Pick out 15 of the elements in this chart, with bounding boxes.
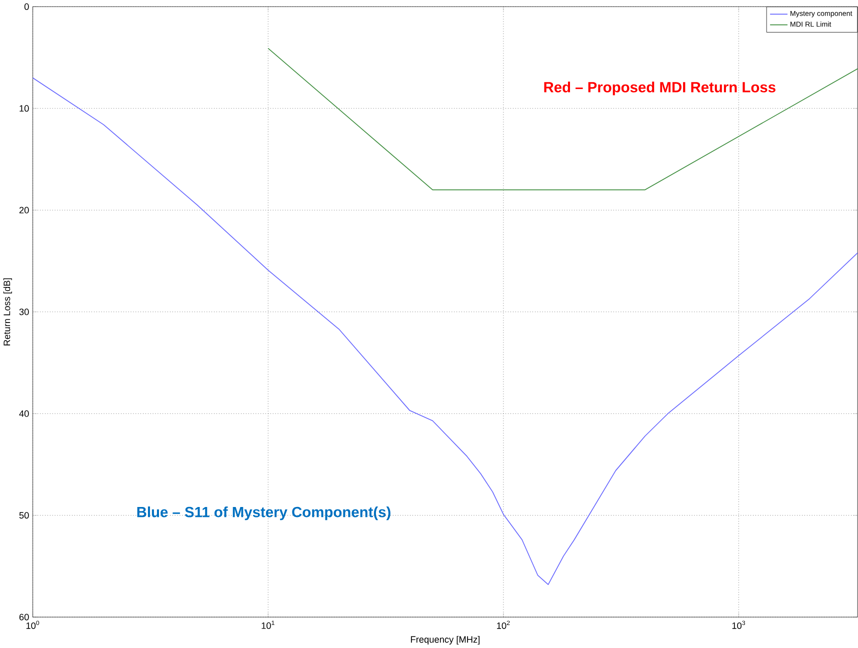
x-tick-label: 10$^{1}$ xyxy=(262,620,274,629)
annotation: Blue – S11 of Mystery Component(s) xyxy=(137,506,390,520)
y-tick-label: 60 xyxy=(19,614,29,620)
annotation: Red – Proposed MDI Return Loss xyxy=(544,82,776,96)
x-tick-label: 10$^{0}$ xyxy=(26,620,40,629)
x-axis-title: Frequency [MHz] xyxy=(410,636,480,645)
x-tick-label: 10$^{2}$ xyxy=(497,620,510,629)
y-tick-label: 30 xyxy=(19,308,29,316)
y-tick-label: 0 xyxy=(24,3,29,10)
y-tick-label: 10 xyxy=(20,105,29,112)
y-tick-label: 50 xyxy=(19,512,29,519)
x-tick-label: 10$^{3}$ xyxy=(732,620,746,629)
y-tick-label: 20 xyxy=(19,206,29,214)
y-axis-title: Return Loss [dB] xyxy=(3,278,12,346)
y-tick-label: 40 xyxy=(19,410,29,417)
